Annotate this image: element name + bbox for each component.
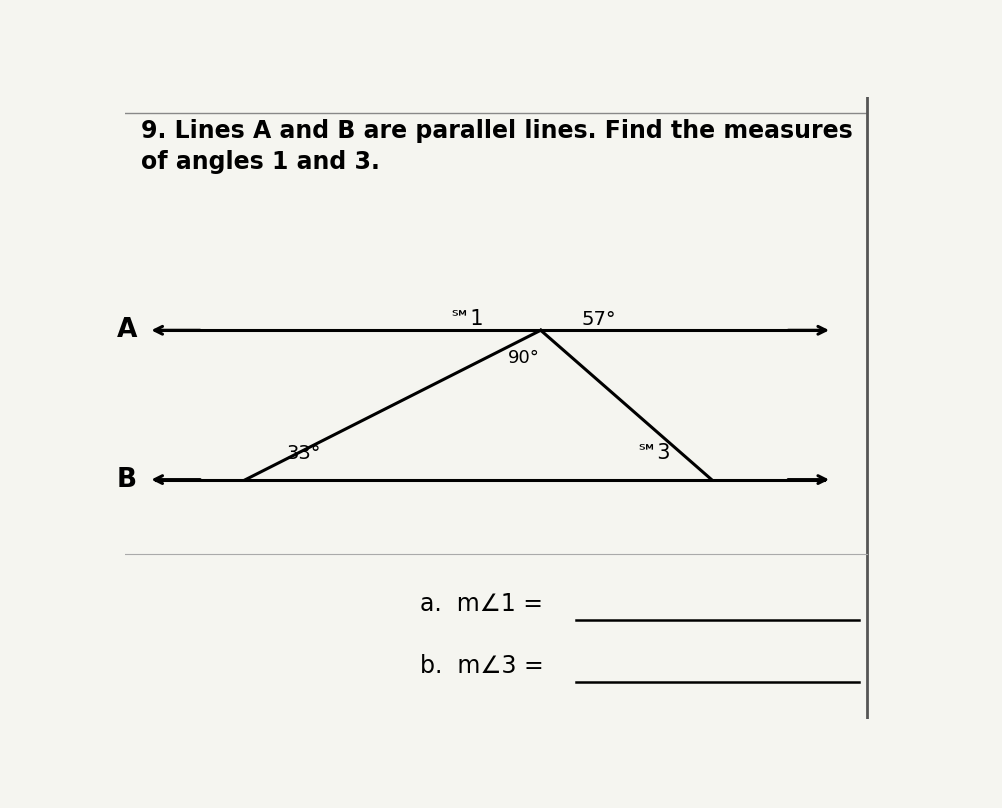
Text: 57°: 57° <box>581 309 616 329</box>
Text: ℠1: ℠1 <box>450 309 484 329</box>
Text: 90°: 90° <box>508 349 539 368</box>
Text: 33°: 33° <box>287 444 321 463</box>
Text: a.  m∠1 =: a. m∠1 = <box>421 592 543 616</box>
Text: b.  m∠3 =: b. m∠3 = <box>421 654 544 678</box>
Text: of angles 1 and 3.: of angles 1 and 3. <box>140 149 380 174</box>
Text: A: A <box>116 318 137 343</box>
Text: ℠3: ℠3 <box>636 444 670 464</box>
Text: 9. Lines A and B are parallel lines. Find the measures: 9. Lines A and B are parallel lines. Fin… <box>140 119 853 143</box>
Text: B: B <box>117 466 137 493</box>
